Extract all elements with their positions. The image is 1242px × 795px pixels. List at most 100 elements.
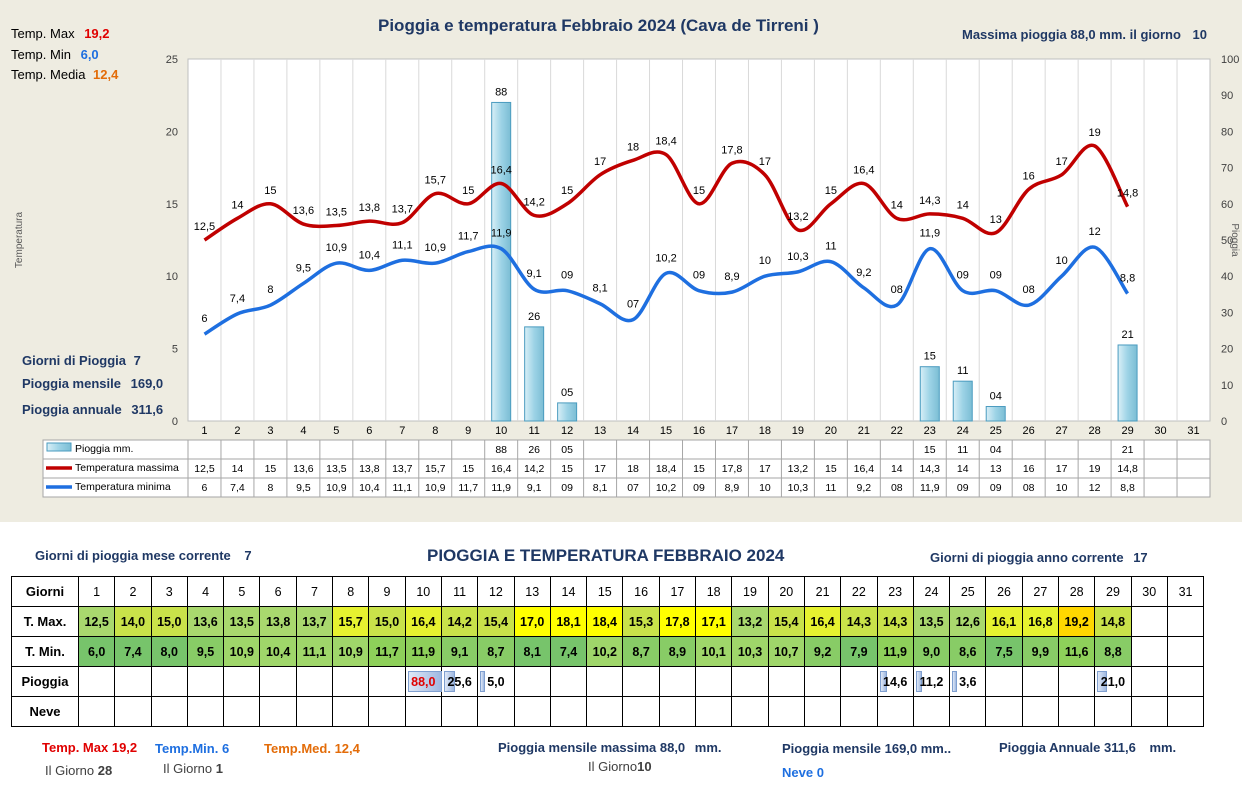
rain-bar <box>557 402 578 422</box>
table-cell <box>985 666 1023 697</box>
temp-min-label: 12 <box>1088 226 1100 238</box>
data-table-cell: 10,9 <box>326 482 347 494</box>
footer-tmed-label: Temp.Med. <box>264 741 331 756</box>
data-table-cell: 9,1 <box>527 482 542 494</box>
table-cell: 21,0 <box>1094 666 1132 697</box>
data-table-cell: 8,8 <box>1120 482 1135 494</box>
table-cell: 10,2 <box>586 636 624 667</box>
data-table-cell: 12,5 <box>194 463 215 475</box>
temp-max-label: 17 <box>759 156 771 168</box>
table-cell: 28 <box>1058 576 1096 607</box>
x-tick-label: 28 <box>1088 425 1100 437</box>
data-table-cell: 6 <box>202 482 208 494</box>
x-tick-label: 5 <box>333 425 339 437</box>
temp-min-value: 6,0 <box>80 47 99 62</box>
temp-max-label: 14 <box>957 199 969 211</box>
data-table-cell: 09 <box>957 482 969 494</box>
temp-max-label: 12,5 <box>194 221 215 233</box>
legend-rain-key <box>46 442 72 452</box>
data-table-cell: 11,9 <box>491 482 511 494</box>
footer-rain-max-label: Pioggia mensile massima <box>498 740 657 755</box>
temp-max-label: 15 <box>561 185 573 197</box>
x-tick-label: 4 <box>300 425 306 437</box>
temp-max-label: 14,2 <box>523 196 544 208</box>
rain-bar-label: 15 <box>924 351 936 363</box>
table-cell: 11,9 <box>876 636 914 667</box>
x-tick-label: 2 <box>234 425 240 437</box>
data-table-cell: 10,2 <box>656 482 677 494</box>
data-table-cell: 05 <box>561 444 573 456</box>
data-table-cell: 11 <box>825 482 836 494</box>
table-cell: 8,7 <box>477 636 515 667</box>
table-cell: 10,9 <box>332 636 370 667</box>
y-axis-title-left: Temperatura <box>14 211 25 268</box>
rain-bar <box>524 326 545 422</box>
table-cell: 14,3 <box>876 606 914 637</box>
data-table-cell: 08 <box>891 482 903 494</box>
table-cell: 19,2 <box>1058 606 1096 637</box>
rain-cell-bar <box>1097 671 1107 692</box>
table-cell <box>295 696 334 727</box>
temp-max-label: 13,2 <box>787 211 808 223</box>
right-tick-label: 30 <box>1221 307 1233 319</box>
table-cell: 15 <box>586 576 624 607</box>
footer-snow-value: 0 <box>816 765 824 780</box>
rain-cell-bar <box>915 671 922 692</box>
temp-min-label: 11,9 <box>919 228 940 240</box>
table-cell: 15,7 <box>332 606 370 637</box>
table-cell <box>1130 606 1168 637</box>
x-tick-label: 26 <box>1023 425 1035 437</box>
table-cell <box>513 696 551 727</box>
rain-cell-value: 14,6 <box>883 674 908 689</box>
data-table-cell: 11,1 <box>392 482 412 494</box>
table-cell: 17,8 <box>658 606 697 637</box>
x-tick-label: 16 <box>693 425 705 437</box>
data-table-cell: 09 <box>693 482 705 494</box>
daily-data-table: Giorni 1 2 3 4 5 6 7 8 9 10 11 12 13 14 15 16 17 18 19 20 21 2… <box>11 576 1205 727</box>
table-cell: 7,5 <box>985 636 1023 667</box>
rain-bar <box>985 406 1006 422</box>
right-tick-label: 0 <box>1221 416 1227 428</box>
rain-cell-bar <box>952 671 958 692</box>
table-cell <box>1094 696 1132 727</box>
table-cell: 12,5 <box>77 606 116 637</box>
table-cell: 16,4 <box>404 606 442 637</box>
footer-annual-value: 311,6 <box>1103 740 1136 755</box>
table-cell <box>767 666 805 697</box>
rain-bar-label: 26 <box>528 311 540 323</box>
temp-min-summary: Temp. Min 6,0 <box>11 47 99 62</box>
table-cell: 10,1 <box>695 636 733 667</box>
annual-rain-value: 311,6 <box>131 402 164 417</box>
data-table-cell: 07 <box>627 482 639 494</box>
table-cell <box>259 696 297 727</box>
table-cell: 27 <box>1021 576 1060 607</box>
data-table-cell: 18,4 <box>656 463 677 475</box>
temp-max-label: 17,8 <box>721 144 742 156</box>
data-table-cell: 15 <box>825 463 837 475</box>
table-cell: 8,6 <box>949 636 987 667</box>
table-cell <box>912 696 951 727</box>
data-table-cell: 11,9 <box>920 482 940 494</box>
temp-max-label: 16,4 <box>490 165 511 177</box>
temp-max-label: 13,5 <box>326 207 347 219</box>
table-cell: 18,4 <box>586 606 624 637</box>
temp-min-label: 8,8 <box>1120 273 1135 285</box>
temp-min-label: 10,9 <box>326 242 347 254</box>
footer-tmin-label: Temp.Min. <box>155 741 219 756</box>
temp-min-label: 8,1 <box>592 283 607 295</box>
left-tick-label: 0 <box>172 416 178 428</box>
footer-rain-max-unit: mm. <box>694 740 722 755</box>
table-cell <box>803 666 842 697</box>
temp-min-label: 10 <box>1056 255 1068 267</box>
data-table-cell: 9,5 <box>296 482 311 494</box>
temp-min-label: 07 <box>627 299 639 311</box>
temp-min-label: 10,2 <box>655 252 676 264</box>
data-table-cell: 14,3 <box>920 463 941 475</box>
temp-min-label: 10,9 <box>425 242 446 254</box>
table-cell <box>549 666 588 697</box>
table-cell <box>731 666 769 697</box>
table-row: Giorni 1 2 3 4 5 6 7 8 9 10 11 12 13 14 15 16 17 18 19 20 21 2… <box>11 576 1205 607</box>
x-tick-label: 29 <box>1121 425 1133 437</box>
table-cell <box>1166 696 1205 727</box>
left-tick-label: 25 <box>166 54 178 66</box>
